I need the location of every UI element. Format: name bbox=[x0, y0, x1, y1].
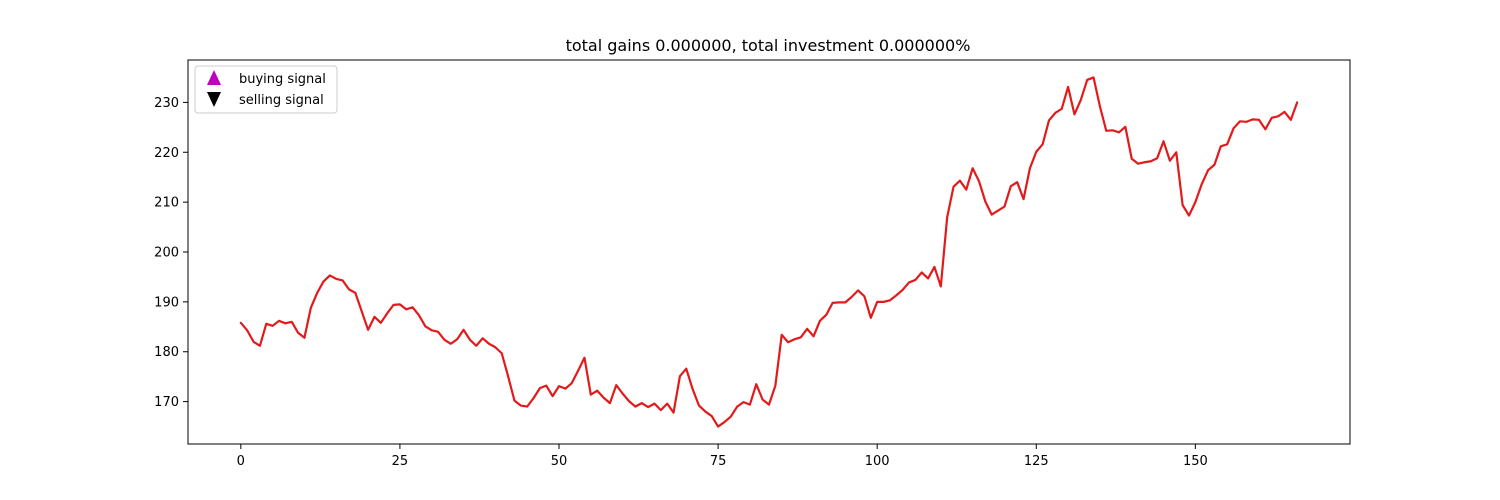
legend: buying signal selling signal bbox=[194, 65, 338, 114]
y-tick-label: 180 bbox=[154, 345, 179, 360]
x-tick-label: 50 bbox=[551, 454, 568, 469]
y-tick-label: 230 bbox=[154, 96, 179, 111]
x-tick-label: 150 bbox=[1183, 454, 1208, 469]
x-tick-label: 125 bbox=[1024, 454, 1049, 469]
plot-area bbox=[188, 60, 1350, 444]
y-axis: 170 180 190 200 210 220 230 bbox=[154, 96, 188, 410]
legend-label-selling-signal: selling signal bbox=[239, 93, 324, 108]
x-tick-label: 25 bbox=[392, 454, 409, 469]
y-tick-label: 220 bbox=[154, 146, 179, 161]
selling-signal-marker-icon bbox=[207, 92, 221, 107]
chart-title: total gains 0.000000, total investment 0… bbox=[566, 36, 971, 55]
legend-box bbox=[194, 65, 338, 114]
x-axis: 0 25 50 75 100 125 150 bbox=[237, 444, 1208, 469]
y-tick-label: 210 bbox=[154, 196, 179, 211]
x-tick-label: 0 bbox=[237, 454, 245, 469]
x-tick-label: 75 bbox=[710, 454, 727, 469]
price-series-line bbox=[239, 76, 1299, 428]
legend-label-buying-signal: buying signal bbox=[239, 72, 326, 87]
y-tick-label: 200 bbox=[154, 246, 179, 261]
y-tick-label: 170 bbox=[154, 395, 179, 410]
x-tick-label: 100 bbox=[865, 454, 890, 469]
y-tick-label: 190 bbox=[154, 295, 179, 310]
buying-signal-marker-icon bbox=[207, 70, 221, 85]
plot-frame bbox=[187, 59, 1351, 445]
